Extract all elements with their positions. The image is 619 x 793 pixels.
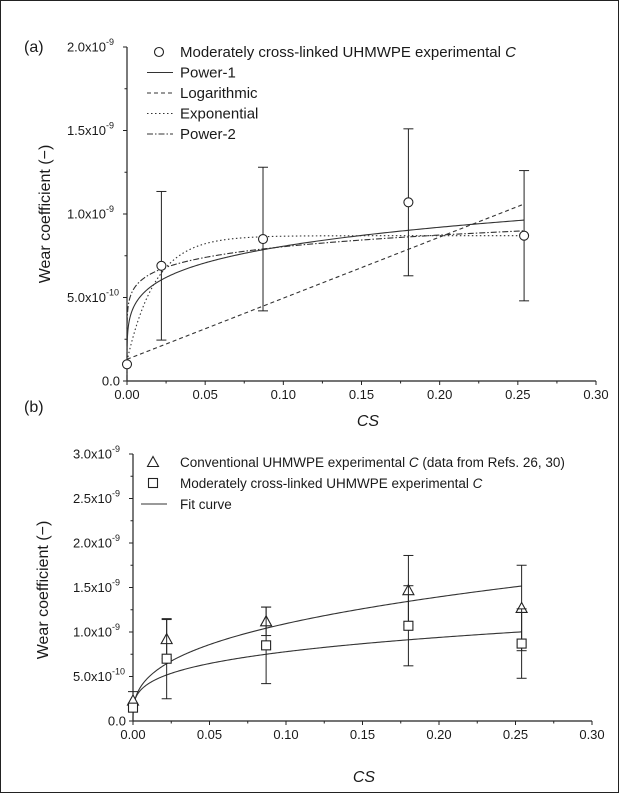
y-tick-exponent: -9 bbox=[112, 533, 120, 543]
legend-marker bbox=[153, 46, 165, 58]
y-tick-label: 3.0x10 bbox=[73, 447, 112, 462]
y-tick-exponent: -9 bbox=[112, 444, 120, 454]
y-tick-exponent: -9 bbox=[112, 578, 120, 588]
fit-curve-power-2 bbox=[126, 230, 525, 381]
y-tick-label: 1.5x10 bbox=[73, 580, 112, 595]
x-tick-label: 0.05 bbox=[193, 387, 218, 402]
y-tick-exponent: -9 bbox=[106, 204, 114, 214]
y-tick-exponent: -10 bbox=[106, 288, 119, 298]
x-tick-label: 0.30 bbox=[583, 387, 608, 402]
x-tick-label: 0.05 bbox=[197, 727, 222, 742]
legend-label: Logarithmic bbox=[180, 85, 258, 102]
x-tick-label: 0.25 bbox=[505, 387, 530, 402]
x-tick-label: 0.20 bbox=[427, 387, 452, 402]
panel-b: (b) 0.00 0.05 0.10 0.15 0.20 0.25 0.30 0.0 5.0x10… bbox=[24, 399, 605, 786]
data-point-square bbox=[161, 653, 172, 664]
x-axis-title: CS bbox=[353, 769, 376, 786]
y-tick-exponent: -10 bbox=[112, 667, 125, 677]
legend-marker bbox=[147, 477, 159, 489]
legend-label: Exponential bbox=[180, 106, 258, 123]
fit-curve-logarithmic bbox=[126, 203, 525, 360]
x-tick-label: 0.10 bbox=[273, 727, 298, 742]
y-tick-label: 5.0x10 bbox=[73, 669, 112, 684]
x-tick-label: 0.10 bbox=[271, 387, 296, 402]
legend-marker bbox=[146, 455, 160, 468]
legend: Moderately cross-linked UHMWPE experimen… bbox=[147, 44, 516, 143]
y-tick-label: 0.0 bbox=[102, 374, 120, 389]
fit-curve-unnamed-1 bbox=[132, 631, 522, 721]
y-tick-label: 1.0x10 bbox=[73, 625, 112, 640]
data-point-circle bbox=[403, 197, 414, 208]
y-tick-label: 5.0x10 bbox=[67, 290, 106, 305]
y-tick-exponent: -9 bbox=[106, 37, 114, 47]
panel-label: (a) bbox=[24, 39, 44, 56]
x-tick-label: 0.00 bbox=[120, 727, 145, 742]
y-tick-exponent: -9 bbox=[112, 622, 120, 632]
fit-curve-exponential bbox=[126, 235, 525, 362]
legend-label: Moderately cross-linked UHMWPE experimen… bbox=[180, 44, 516, 61]
data-point-square bbox=[516, 638, 527, 649]
panel-a: (a) 0.00 0.05 0.10 0.15 0.20 0.25 0.30 0.0 5.0x10… bbox=[24, 37, 609, 430]
legend-label: Power-2 bbox=[180, 126, 236, 143]
fit-curve-fit-curve bbox=[132, 585, 522, 721]
data-point-square bbox=[261, 640, 272, 651]
legend-label: Moderately cross-linked UHMWPE experimen… bbox=[180, 476, 483, 491]
y-axis-title: Wear coefficient (−) bbox=[37, 145, 54, 284]
x-tick-label: 0.00 bbox=[114, 387, 139, 402]
y-tick-label: 2.5x10 bbox=[73, 491, 112, 506]
x-tick-label: 0.20 bbox=[426, 727, 451, 742]
legend-label: Power-1 bbox=[180, 65, 236, 82]
data-point-square bbox=[403, 620, 414, 631]
x-tick-label: 0.15 bbox=[350, 727, 375, 742]
data-point-circle bbox=[257, 234, 269, 245]
y-axis-title: Wear coefficient (−) bbox=[35, 521, 52, 660]
y-tick-exponent: -9 bbox=[112, 489, 120, 499]
legend-label: Fit curve bbox=[180, 497, 232, 512]
legend: Conventional UHMWPE experimental C (data… bbox=[141, 455, 565, 512]
y-tick-label: 2.0x10 bbox=[73, 536, 112, 551]
x-tick-label: 0.15 bbox=[349, 387, 374, 402]
x-tick-label: 0.25 bbox=[503, 727, 528, 742]
panel-label: (b) bbox=[24, 399, 44, 416]
data-point-circle bbox=[519, 230, 530, 241]
data-point-square bbox=[127, 702, 139, 713]
data-point-circle bbox=[156, 260, 167, 271]
x-axis-title: CS bbox=[357, 413, 380, 430]
y-tick-label: 0.0 bbox=[108, 714, 126, 729]
y-tick-label: 2.0x10 bbox=[67, 40, 106, 55]
data-point-circle bbox=[121, 359, 133, 370]
y-tick-label: 1.0x10 bbox=[67, 207, 106, 222]
y-tick-exponent: -9 bbox=[106, 121, 114, 131]
fit-curve-power-1 bbox=[126, 219, 525, 381]
x-tick-label: 0.30 bbox=[579, 727, 604, 742]
y-tick-label: 1.5x10 bbox=[67, 123, 106, 138]
legend-label: Conventional UHMWPE experimental C (data… bbox=[180, 455, 565, 470]
